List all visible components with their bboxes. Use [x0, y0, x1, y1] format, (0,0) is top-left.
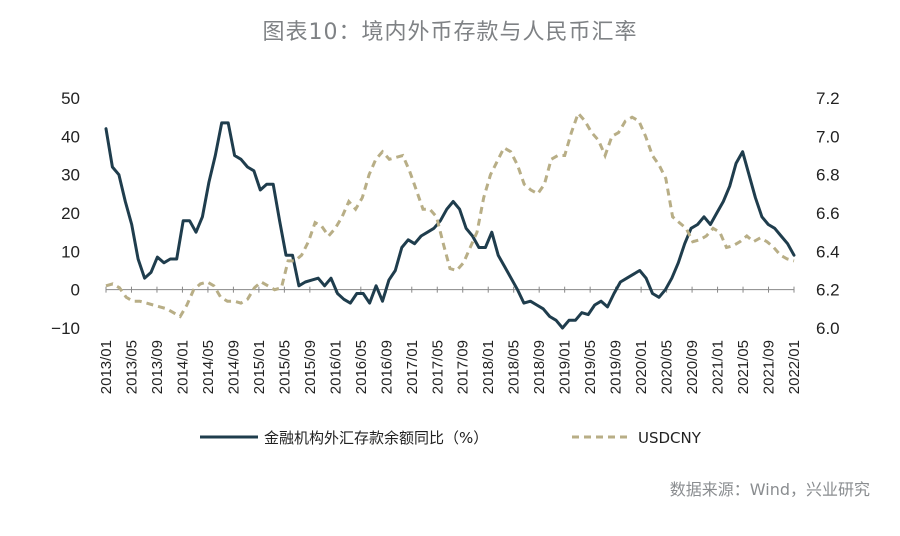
x-tick-label: 2016/09 — [378, 340, 395, 394]
x-tick-label: 2015/05 — [276, 340, 293, 394]
x-tick-label: 2016/01 — [327, 340, 344, 394]
y-right-tick-label: 6.6 — [816, 204, 840, 223]
x-tick-label: 2018/09 — [531, 340, 548, 394]
x-tick-label: 2014/09 — [225, 340, 242, 394]
x-tick-label: 2015/01 — [251, 340, 268, 394]
legend-label-usdcny: USDCNY — [638, 429, 702, 447]
x-tick-label: 2019/09 — [608, 340, 625, 394]
legend-label-deposit: 金融机构外汇存款余额同比（%） — [264, 429, 488, 447]
x-tick-label: 2019/05 — [582, 340, 599, 394]
y-right-tick-label: 6.2 — [816, 281, 840, 300]
legend: 金融机构外汇存款余额同比（%） USDCNY — [200, 429, 702, 447]
y-right-tick-label: 7.2 — [816, 89, 840, 108]
y-left-tick-label: 10 — [61, 242, 80, 261]
x-tick-label: 2017/01 — [404, 340, 421, 394]
x-axis: 2013/01 2013/05 2013/09 2014/01 2014/05 2014/… — [98, 286, 803, 394]
x-tick-label: 2019/01 — [557, 340, 574, 394]
left-axis: 50 40 30 20 10 0 −10 — [51, 89, 80, 338]
x-tick-label: 2013/01 — [98, 340, 115, 394]
y-right-tick-label: 6.4 — [816, 242, 840, 261]
y-left-tick-label: 20 — [61, 204, 80, 223]
y-left-tick-label: 30 — [61, 166, 80, 185]
x-tick-label: 2018/01 — [480, 340, 497, 394]
y-right-tick-label: 6.8 — [816, 166, 840, 185]
source-note: 数据来源：Wind，兴业研究 — [669, 480, 870, 499]
right-axis: 7.2 7.0 6.8 6.6 6.4 6.2 6.0 — [816, 89, 840, 338]
y-left-tick-label: 0 — [71, 281, 80, 300]
x-tick-label: 2013/09 — [149, 340, 166, 394]
x-tick-label: 2020/01 — [633, 340, 650, 394]
x-tick-label: 2014/05 — [200, 340, 217, 394]
y-left-tick-label: −10 — [51, 319, 80, 338]
x-tick-label: 2017/05 — [429, 340, 446, 394]
x-tick-label: 2021/09 — [761, 340, 778, 394]
x-tick-label: 2014/01 — [174, 340, 191, 394]
series-line-usdcny — [105, 110, 795, 319]
x-tick-label: 2016/05 — [353, 340, 370, 394]
x-tick-label: 2021/05 — [735, 340, 752, 394]
x-tick-label: 2015/09 — [302, 340, 319, 394]
x-tick-label: 2017/09 — [455, 340, 472, 394]
x-tick-label: 2021/01 — [710, 340, 727, 394]
chart-title: 图表10：境内外币存款与人民币汇率 — [262, 20, 638, 45]
x-tick-label: 2013/05 — [123, 340, 140, 394]
series-line-deposit-yoy — [104, 121, 796, 330]
y-right-tick-label: 7.0 — [816, 127, 840, 146]
y-left-tick-label: 50 — [61, 89, 80, 108]
x-tick-label: 2020/05 — [659, 340, 676, 394]
x-tick-label: 2018/05 — [506, 340, 523, 394]
x-tick-label: 2022/01 — [786, 340, 803, 394]
y-right-tick-label: 6.0 — [816, 319, 840, 338]
x-tick-label: 2020/09 — [684, 340, 701, 394]
y-left-tick-label: 40 — [61, 127, 80, 146]
